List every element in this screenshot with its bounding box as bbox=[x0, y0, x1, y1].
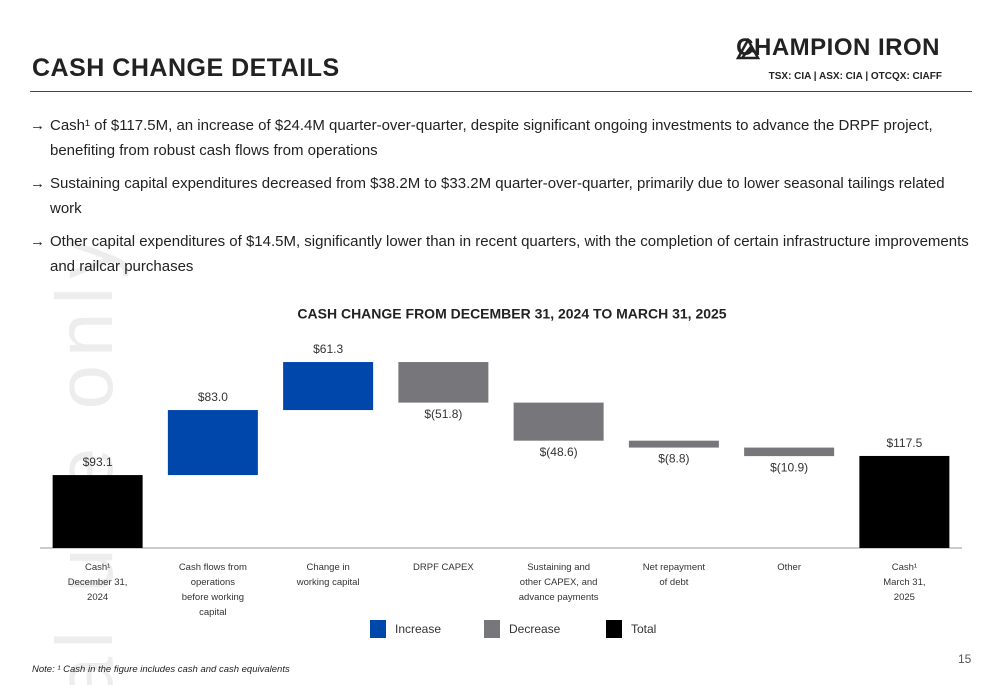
bullet-arrow: → bbox=[30, 233, 45, 250]
bullet-arrow: → bbox=[30, 175, 45, 192]
slide-title: CASH CHANGE DETAILS bbox=[32, 54, 340, 82]
legend-label: Total bbox=[631, 622, 656, 636]
logo-icon bbox=[736, 38, 761, 60]
value-label: $117.5 bbox=[886, 436, 922, 450]
bar bbox=[859, 455, 950, 548]
bar bbox=[283, 362, 374, 411]
legend-swatch bbox=[606, 620, 622, 638]
bar bbox=[513, 402, 604, 441]
x-tick-label: Other bbox=[777, 562, 801, 573]
x-tick-label: Net repayment of debt bbox=[642, 562, 706, 588]
page-number: 15 bbox=[958, 652, 972, 666]
bar bbox=[628, 440, 719, 448]
bullet: → Cash¹ of $117.5M, an increase of $24.4M… bbox=[30, 113, 980, 163]
bullet-arrow: → bbox=[30, 117, 45, 134]
value-label: $(8.8) bbox=[658, 452, 689, 466]
x-tick-label: Cash¹ March 31, 2025 bbox=[883, 562, 926, 603]
value-label: $(10.9) bbox=[770, 460, 808, 474]
bullet-text: Sustaining capital expenditures decrease… bbox=[50, 175, 945, 217]
x-tick-label: Sustaining and other CAPEX, and advance … bbox=[518, 562, 599, 603]
legend-label: Decrease bbox=[509, 622, 561, 636]
legend-swatch bbox=[370, 620, 386, 638]
value-label: $83.0 bbox=[198, 390, 228, 404]
bullet-text: Other capital expenditures of $14.5M, si… bbox=[50, 233, 969, 275]
bullets: → Cash¹ of $117.5M, an increase of $24.4M… bbox=[30, 113, 980, 287]
legend-label: Increase bbox=[395, 622, 441, 636]
x-tick-label: DRPF CAPEX bbox=[413, 562, 474, 573]
logo: CHAMPION IRON bbox=[736, 34, 940, 62]
tickers: TSX: CIA | ASX: CIA | OTCQX: CIAFF bbox=[768, 71, 942, 82]
chart-title: CASH CHANGE FROM DECEMBER 31, 2024 TO MA… bbox=[297, 306, 726, 322]
logo-text: CHAMPION IRON bbox=[736, 34, 940, 61]
bullet-text: Cash¹ of $117.5M, an increase of $24.4M … bbox=[50, 117, 933, 159]
value-label: $61.3 bbox=[313, 342, 343, 356]
x-tick-label: Cash flows from operations before workin… bbox=[178, 562, 247, 618]
legend-swatch bbox=[484, 620, 500, 638]
bullet: → Other capital expenditures of $14.5M, s… bbox=[30, 229, 980, 279]
x-tick-label: Cash¹ December 31, 2024 bbox=[67, 562, 128, 603]
x-tick-label: Change in working capital bbox=[296, 562, 360, 588]
bar bbox=[52, 475, 143, 548]
value-label: $93.1 bbox=[83, 455, 113, 469]
bar bbox=[744, 447, 835, 457]
header-rule bbox=[30, 91, 972, 92]
bullet: → Sustaining capital expenditures decreas… bbox=[30, 171, 980, 221]
bar bbox=[398, 362, 489, 403]
value-label: $(51.8) bbox=[424, 407, 462, 421]
bar bbox=[167, 410, 258, 476]
note: Note: ¹ Cash in the figure includes cash… bbox=[32, 664, 290, 675]
value-label: $(48.6) bbox=[540, 445, 578, 459]
